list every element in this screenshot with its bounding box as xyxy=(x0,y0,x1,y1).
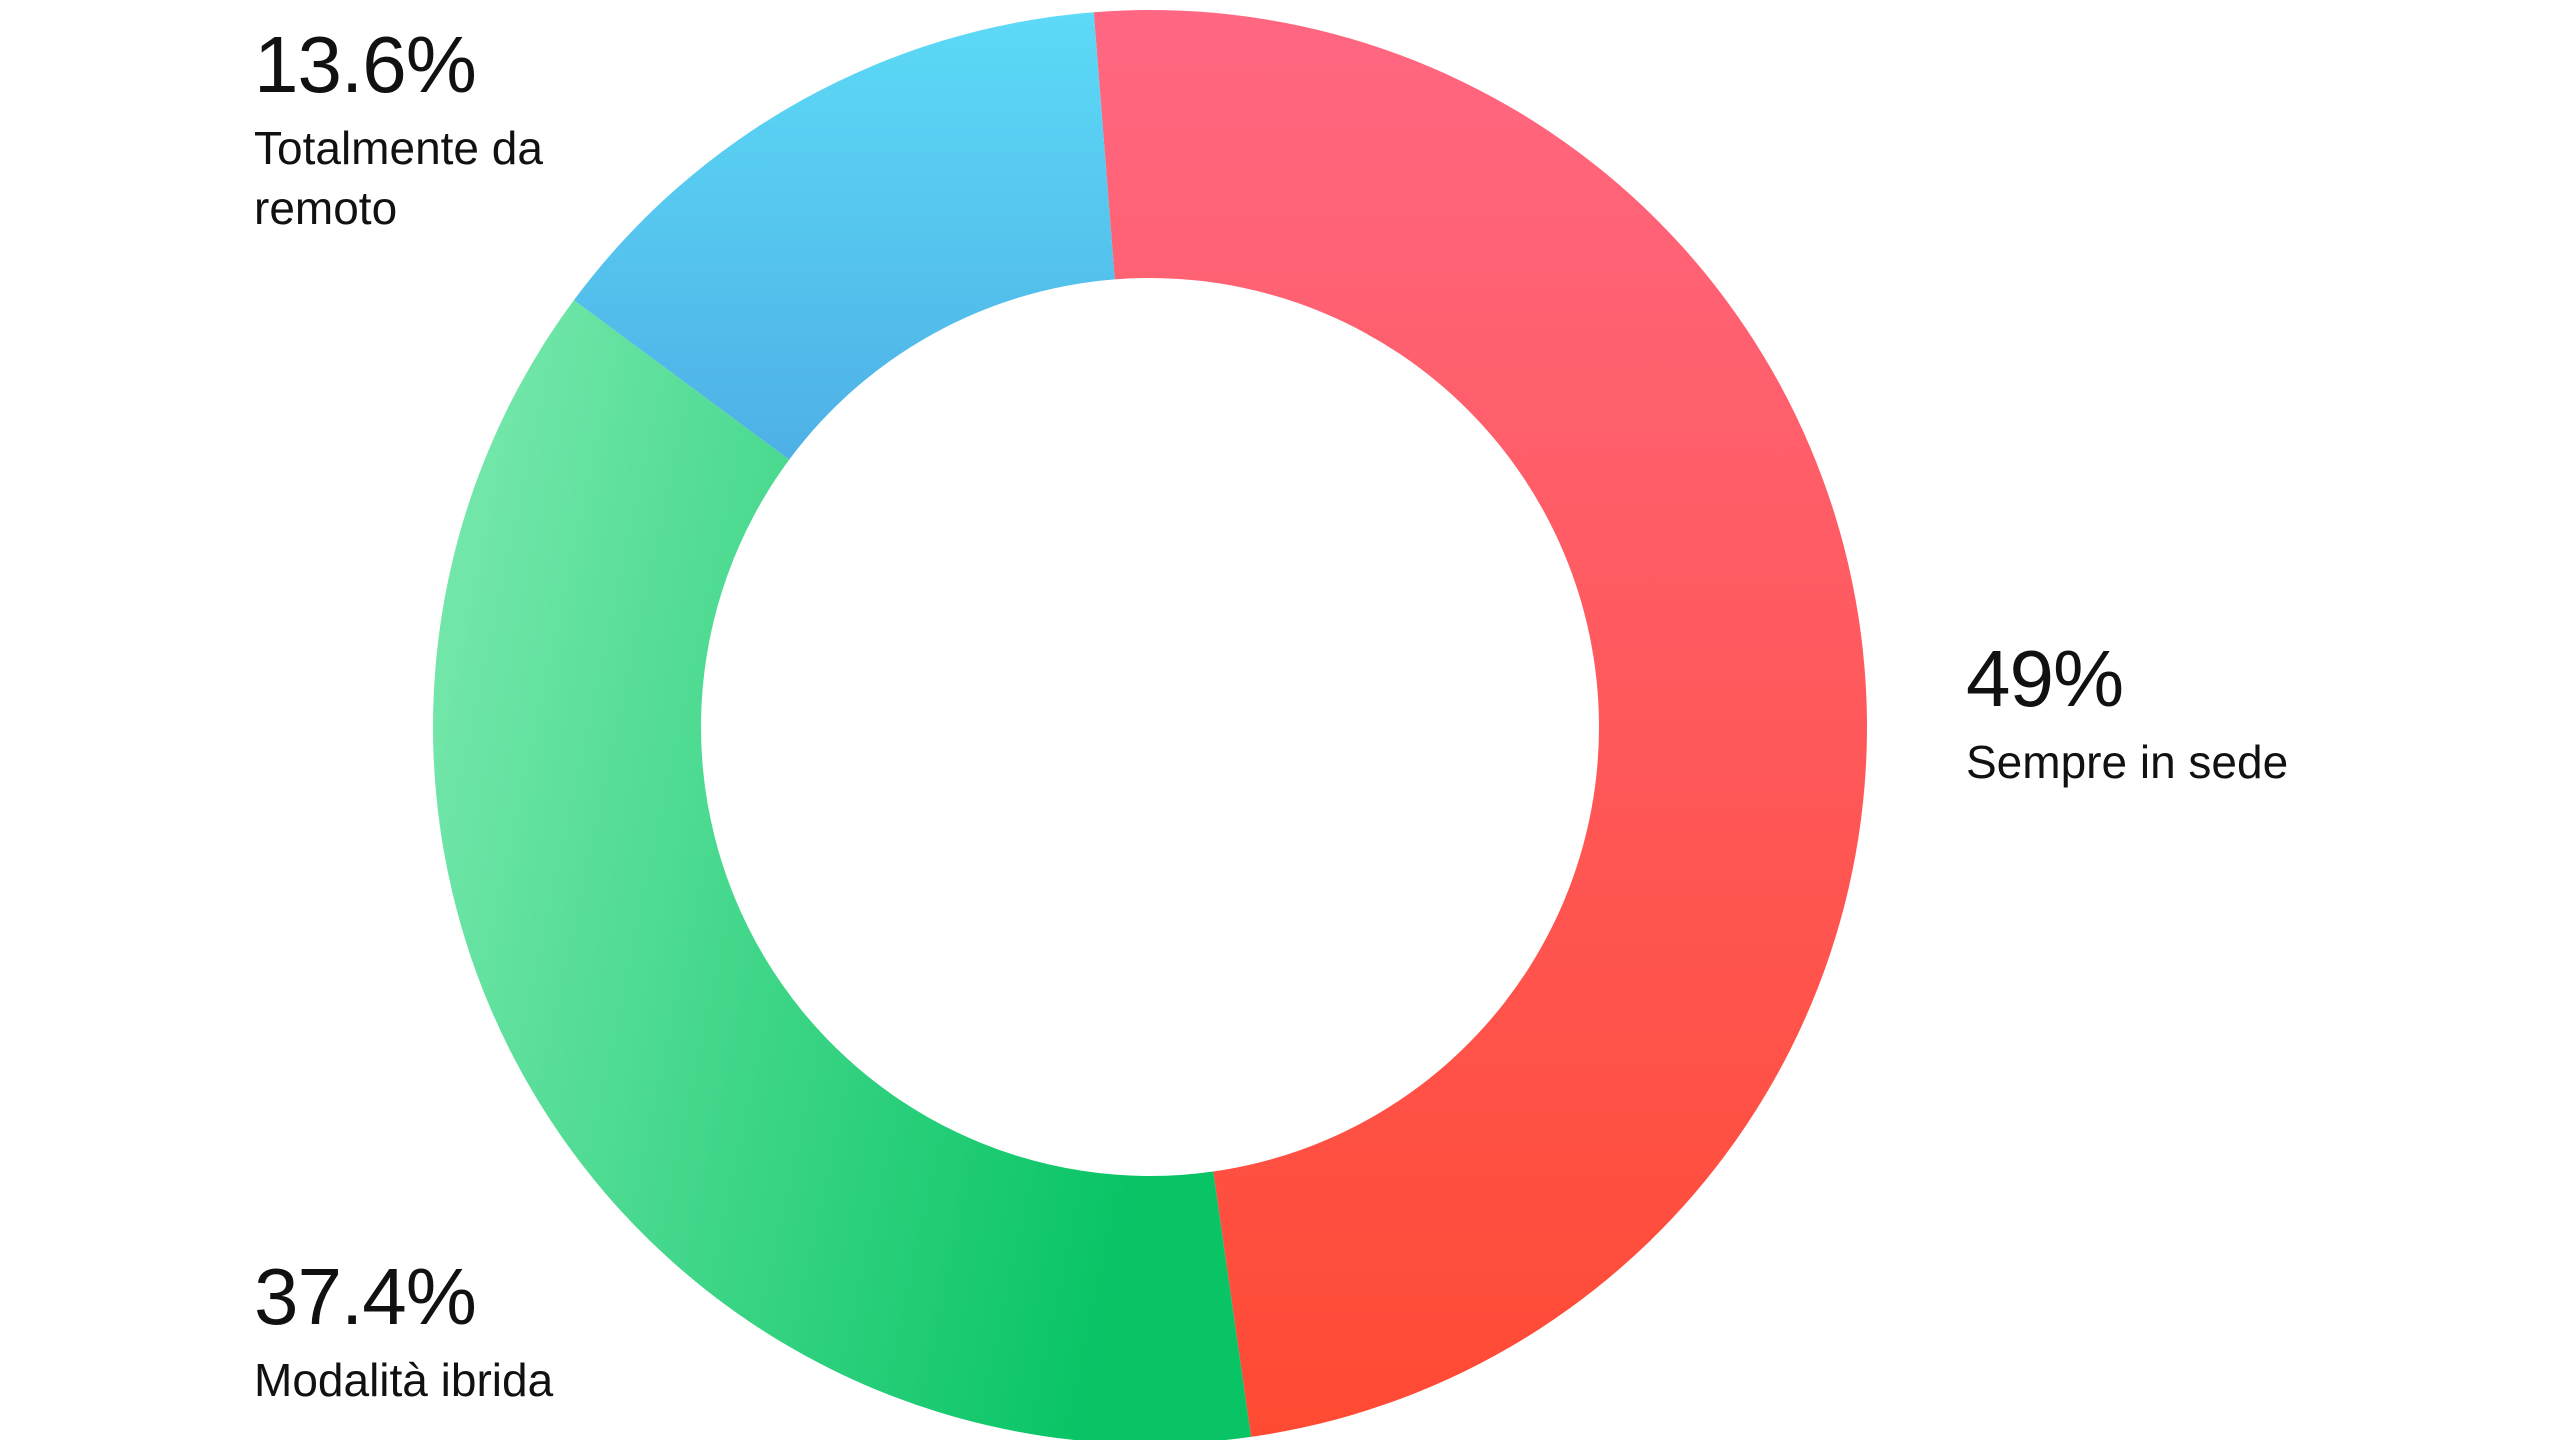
donut-segment xyxy=(433,300,1252,1440)
donut-segment xyxy=(573,12,1115,460)
category-label: Sempre in sede xyxy=(1966,736,2289,788)
label-group: 49% Sempre in sede xyxy=(1966,634,2288,792)
label-group: 13.6% Totalmente da remoto xyxy=(254,20,554,238)
donut-segment xyxy=(1093,10,1867,1437)
category-label: Totalmente da remoto xyxy=(254,122,543,234)
value-label: 13.6% xyxy=(254,20,477,109)
value-label: 37.4% xyxy=(254,1252,477,1341)
label-group: 37.4% Modalità ibrida xyxy=(254,1252,553,1410)
value-label: 49% xyxy=(1966,634,2124,723)
category-label: Modalità ibrida xyxy=(254,1354,554,1406)
